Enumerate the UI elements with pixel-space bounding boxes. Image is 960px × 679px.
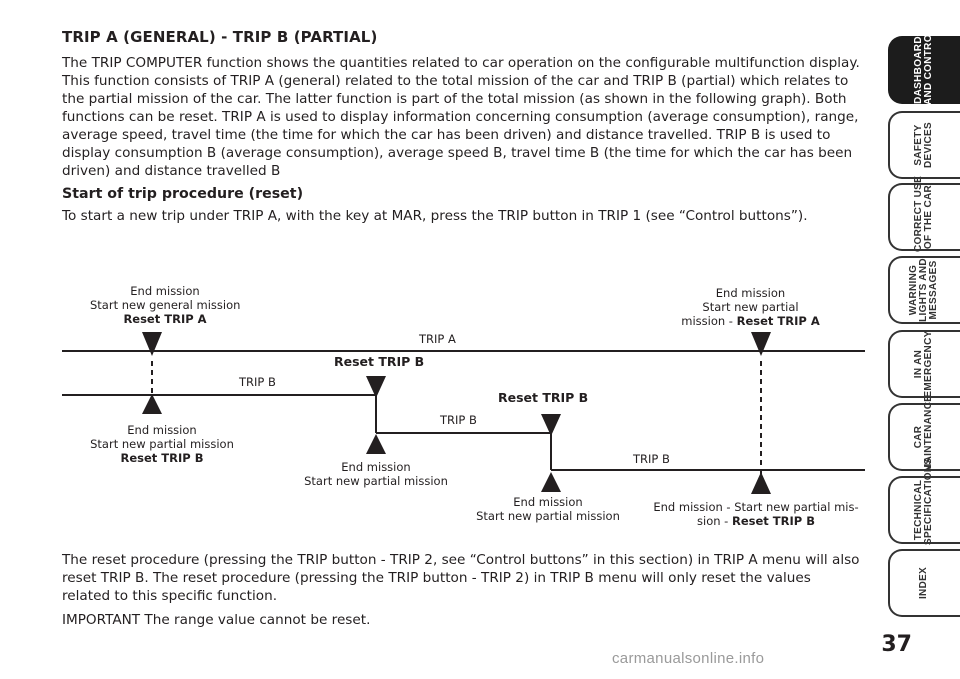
- tab-label: INDEX: [918, 566, 929, 600]
- tab-label-wrap: INDEX: [890, 551, 958, 615]
- tab-label-wrap: IN AN EMERGENCY: [890, 330, 958, 398]
- label-text: End mission: [127, 423, 197, 437]
- arrow-up-new-partial-1: [366, 434, 386, 454]
- label-text: Start new partial mission: [304, 474, 448, 488]
- label-top-left: End mission Start new general mission Re…: [90, 284, 240, 326]
- tab-label: CORRECT USE OF THE CAR: [913, 175, 934, 252]
- tab-in-an-emergency[interactable]: IN AN EMERGENCY: [888, 330, 960, 398]
- tab-label: TECHNICAL SPECIFICATIONS: [913, 457, 934, 545]
- tab-label: SAFETY DEVICES: [913, 122, 934, 169]
- label-bottom-2: End mission Start new partial mission: [296, 460, 456, 488]
- tab-label-wrap: CORRECT USE OF THE CAR: [890, 175, 958, 252]
- tab-technical-specifications[interactable]: TECHNICAL SPECIFICATIONS: [888, 457, 960, 545]
- page-number: 37: [881, 632, 912, 657]
- label-text: Start new partial mission: [90, 437, 234, 451]
- label-text: mission - Reset TRIP A: [668, 314, 833, 328]
- tab-safety-devices[interactable]: SAFETY DEVICES: [888, 111, 960, 179]
- arrow-down-reset-a-2: [751, 332, 771, 356]
- start-paragraph: To start a new trip under TRIP A, with t…: [62, 208, 808, 224]
- subheading: Start of trip procedure (reset): [62, 186, 304, 202]
- bottom-content: The reset procedure (pressing the TRIP b…: [62, 551, 862, 635]
- section-title: TRIP A (GENERAL) - TRIP B (PARTIAL): [62, 28, 378, 46]
- label-text: Reset TRIP B: [82, 451, 242, 465]
- watermark: carmanualsonline.info: [612, 650, 765, 667]
- label-bold: Reset TRIP B: [732, 514, 815, 528]
- label-trip-b-3: TRIP B: [633, 452, 670, 466]
- label-trip-a: TRIP A: [419, 332, 456, 346]
- label-text: sion -: [697, 514, 732, 528]
- arrow-down-reset-a: [142, 332, 162, 356]
- label-text: Start new partial mission: [476, 509, 620, 523]
- intro-paragraph: The TRIP COMPUTER function shows the qua…: [62, 55, 860, 179]
- label-bottom-3: End mission Start new partial mission: [468, 495, 628, 523]
- main-content: TRIP A (GENERAL) - TRIP B (PARTIAL) The …: [62, 28, 862, 231]
- label-trip-b-1: TRIP B: [239, 375, 276, 389]
- arrow-down-reset-b-2: [541, 414, 561, 436]
- label-text: End mission: [715, 286, 786, 300]
- label-text: End mission - Start new partial mis-: [653, 500, 859, 514]
- label-text: Start new partial: [702, 300, 799, 314]
- tab-index[interactable]: INDEX: [888, 549, 960, 617]
- trip-diagram: End mission Start new general mission Re…: [62, 282, 868, 532]
- tab-label: DASHBOARD AND CONTROLS: [913, 20, 934, 105]
- important-paragraph: IMPORTANT The range value cannot be rese…: [62, 612, 371, 628]
- reset-paragraph: The reset procedure (pressing the TRIP b…: [62, 552, 860, 604]
- label-bottom-4: End mission - Start new partial mis- sio…: [646, 500, 866, 528]
- tab-label-wrap: WARNING LIGHTS AND MESSAGES: [890, 258, 958, 322]
- arrow-up-reset-b-final: [751, 472, 771, 494]
- tab-car-maintenance[interactable]: CAR MAINTENANCE: [888, 395, 960, 472]
- tab-label: IN AN EMERGENCY: [913, 330, 934, 398]
- tab-correct-use[interactable]: CORRECT USE OF THE CAR: [888, 175, 960, 252]
- arrow-up-new-partial-2: [541, 472, 561, 492]
- label-text: End mission: [130, 284, 200, 298]
- label-text: mission -: [681, 314, 737, 328]
- label-bottom-1: End mission Start new partial mission Re…: [82, 423, 242, 465]
- arrow-down-reset-b-1: [366, 376, 386, 398]
- label-reset-trip-b-1: Reset TRIP B: [334, 354, 425, 369]
- label-bold: Reset TRIP A: [123, 312, 207, 326]
- label-top-right: End mission Start new partial mission - …: [668, 286, 833, 328]
- chapter-sidebar: DASHBOARD AND CONTROLS SAFETY DEVICES CO…: [880, 0, 960, 679]
- tab-dashboard-and-controls[interactable]: DASHBOARD AND CONTROLS: [888, 20, 960, 105]
- label-reset-trip-b-2: Reset TRIP B: [498, 390, 589, 405]
- trip-diagram-lines: [62, 332, 865, 494]
- label-text: End mission: [513, 495, 583, 509]
- tab-label-wrap: DASHBOARD AND CONTROLS: [890, 20, 958, 105]
- label-bold: Reset TRIP A: [736, 314, 820, 328]
- tab-warning-lights[interactable]: WARNING LIGHTS AND MESSAGES: [888, 256, 960, 324]
- label-trip-b-2: TRIP B: [440, 413, 477, 427]
- tab-label: WARNING LIGHTS AND MESSAGES: [908, 258, 939, 322]
- tab-label-wrap: SAFETY DEVICES: [890, 113, 958, 177]
- arrow-up-reset-b-1: [142, 394, 162, 414]
- label-text: Reset TRIP A: [90, 312, 240, 326]
- tab-label-wrap: TECHNICAL SPECIFICATIONS: [890, 457, 958, 545]
- label-bold: Reset TRIP B: [120, 451, 204, 465]
- label-text: Start new general mission: [90, 298, 241, 312]
- label-text: End mission: [341, 460, 411, 474]
- label-text: sion - Reset TRIP B: [646, 514, 866, 528]
